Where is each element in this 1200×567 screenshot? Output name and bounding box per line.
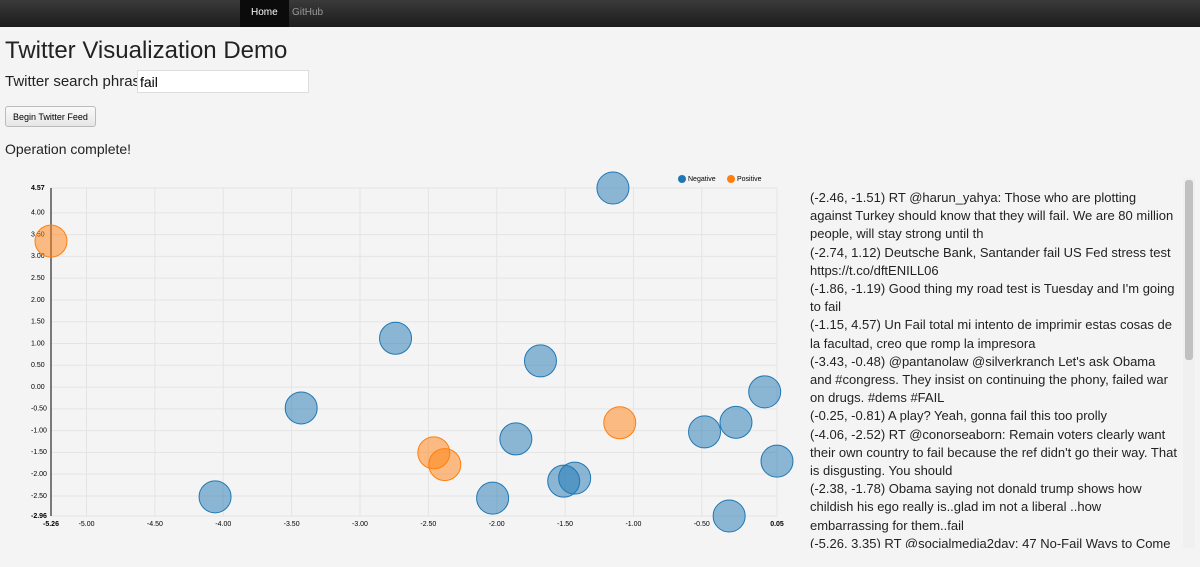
y-tick-label: -2.96 (31, 513, 47, 520)
nav-home[interactable]: Home (240, 0, 289, 27)
search-input[interactable] (137, 70, 309, 93)
legend-label: Negative (688, 176, 716, 183)
y-tick-label: -1.00 (31, 427, 47, 434)
x-tick-label: 0.05 (770, 521, 784, 528)
y-tick-label: 1.00 (31, 340, 45, 347)
status-message: Operation complete! (5, 141, 132, 157)
scrollbar[interactable] (1183, 178, 1195, 548)
y-tick-label: -2.50 (31, 493, 47, 500)
point (428, 448, 462, 482)
x-tick-label: -2.50 (420, 521, 436, 528)
tweet: (-4.06, -2.52) RT @conorseaborn: Remain … (810, 426, 1177, 479)
y-tick-label: -1.50 (31, 449, 47, 456)
point (34, 224, 68, 258)
point (547, 464, 581, 498)
point (712, 499, 746, 533)
begin-feed-button[interactable]: Begin Twitter Feed (5, 106, 96, 127)
page-title: Twitter Visualization Demo (5, 37, 288, 64)
tweet: (-1.15, 4.57) Un Fail total mi intento d… (810, 317, 1172, 351)
tweet: (-2.46, -1.51) RT @harun_yahya: Those wh… (810, 190, 1174, 242)
search-label: Twitter search phrase: (5, 73, 153, 90)
point (499, 422, 533, 456)
y-tick-label: 2.00 (31, 297, 45, 304)
x-tick-label: -2.00 (489, 521, 505, 528)
y-tick-label: 3.00 (31, 253, 45, 260)
navbar: Home GitHub (0, 0, 1200, 27)
x-tick-label: -5.00 (79, 521, 95, 528)
y-tick-label: 0.00 (31, 384, 45, 391)
point (760, 444, 794, 478)
x-tick-label: -1.50 (557, 521, 573, 528)
tweet: (-3.43, -0.48) @pantanolaw @silverkranch… (810, 353, 1168, 406)
y-tick-label: -0.50 (31, 406, 47, 413)
tweet: (-5.26, 3.35) RT @socialmedia2day: 47 No… (810, 535, 1171, 548)
nav-github[interactable]: GitHub (292, 7, 324, 18)
y-tick-label: 4.57 (31, 185, 45, 192)
x-tick-label: -1.00 (625, 521, 641, 528)
y-tick-label: 1.50 (31, 319, 45, 326)
tweet-list: (-2.46, -1.51) RT @harun_yahya: Those wh… (810, 189, 1180, 548)
tweet: (-2.74, 1.12) Deutsche Bank, Santander f… (810, 244, 1171, 278)
legend-swatch (727, 175, 735, 183)
y-tick-label: -2.00 (31, 471, 47, 478)
tweet: (-0.25, -0.81) A play? Yeah, gonna fail … (810, 408, 1108, 424)
scroll-thumb[interactable] (1185, 180, 1193, 360)
x-tick-label: -4.50 (147, 521, 163, 528)
point (523, 344, 557, 378)
point (688, 415, 722, 449)
x-tick-label: -3.00 (352, 521, 368, 528)
tweet: (-2.38, -1.78) Obama saying not donald t… (810, 481, 1142, 533)
chart: -5.26 -5.00 -4.50 -4.00 -3.50 -3.00 -2.50 -2.00… (31, 171, 794, 533)
x-tick-label: -0.50 (694, 521, 710, 528)
point (379, 321, 413, 355)
point (748, 375, 782, 409)
y-tick-label: 2.50 (31, 275, 45, 282)
x-tick-label: -5.26 (43, 521, 59, 528)
point (719, 405, 753, 439)
x-tick-label: -3.50 (284, 521, 300, 528)
point (603, 406, 637, 440)
legend-label: Positive (737, 176, 762, 183)
point (284, 391, 318, 425)
x-tick-label: -4.00 (215, 521, 231, 528)
point (476, 481, 510, 515)
point (198, 480, 232, 514)
legend-swatch (678, 175, 686, 183)
point (596, 171, 630, 205)
y-tick-label: 0.50 (31, 362, 45, 369)
y-tick-label: 4.00 (31, 210, 45, 217)
tweet: (-1.86, -1.19) Good thing my road test i… (810, 281, 1175, 315)
